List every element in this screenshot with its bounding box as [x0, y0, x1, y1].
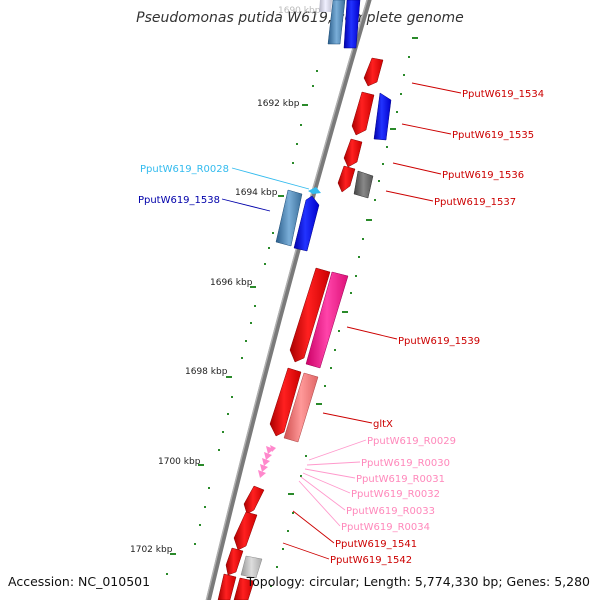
gene-arrow[interactable] [233, 577, 255, 600]
kbp-label: 1694 kbp [235, 188, 278, 198]
gene-arrow-PputW619_1537[interactable] [337, 165, 356, 193]
gene-arrow[interactable] [343, 0, 361, 49]
gene-arrow-PputW619_1542[interactable] [233, 511, 258, 551]
kbp-label: 1702 kbp [130, 545, 173, 555]
gene-arrow[interactable] [240, 555, 263, 579]
feature-label[interactable]: PputW619_R0030 [361, 458, 450, 469]
label-leaders [221, 82, 462, 560]
feature-label[interactable]: PputW619_R0028 [140, 164, 229, 175]
kbp-label: 1698 kbp [185, 367, 228, 377]
feature-label[interactable]: PputW619_R0029 [367, 436, 456, 447]
kbp-label: 1696 kbp [210, 278, 253, 288]
gene-arrow-PputW619_1534[interactable] [363, 57, 384, 87]
gene-arrow-PputW619_1538[interactable] [293, 195, 320, 252]
gene-arrow[interactable] [373, 92, 392, 141]
gene-arrow-gltX[interactable] [269, 367, 302, 437]
accession-text: Accession: NC_010501 [8, 574, 150, 589]
gene-arrow[interactable] [283, 372, 319, 443]
feature-label[interactable]: PputW619_1538 [138, 195, 220, 206]
feature-label[interactable]: gltX [373, 419, 393, 430]
feature-label[interactable]: PputW619_1536 [442, 170, 524, 181]
gene-arrow[interactable] [225, 547, 244, 576]
gene-arrow[interactable] [353, 170, 374, 199]
genome-backbone [205, 0, 372, 600]
trna-cluster[interactable] [258, 445, 276, 478]
gene-arrow-PputW619_1541[interactable] [243, 485, 265, 515]
feature-label[interactable]: PputW619_1542 [330, 555, 412, 566]
feature-labels: PputW619_1534 PputW619_1535 PputW619_153… [138, 89, 544, 566]
gene-arrow[interactable] [327, 0, 346, 45]
feature-label[interactable]: PputW619_1535 [452, 130, 534, 141]
kbp-label: 1692 kbp [257, 99, 300, 109]
inner-scale-ticks [166, 70, 318, 575]
feature-label[interactable]: PputW619_1539 [398, 336, 480, 347]
map-title: Pseudomonas putida W619, complete genome [136, 10, 464, 26]
feature-label[interactable]: PputW619_1541 [335, 539, 417, 550]
gene-arrow-PputW619_R0028[interactable] [308, 187, 321, 194]
gene-arrow-PputW619_1536[interactable] [343, 138, 363, 168]
feature-label[interactable]: PputW619_R0033 [346, 506, 435, 517]
gene-arrow[interactable] [217, 573, 237, 600]
gene-features [217, 0, 392, 600]
feature-label[interactable]: PputW619_R0032 [351, 489, 440, 500]
outer-scale-ticks [270, 37, 418, 587]
gene-arrow[interactable] [305, 271, 349, 369]
gene-arrow[interactable] [275, 189, 303, 247]
topology-text: Topology: circular; Length: 5,774,330 bp… [246, 574, 590, 589]
gene-arrow-PputW619_1539[interactable] [289, 267, 331, 363]
feature-label[interactable]: PputW619_1537 [434, 197, 516, 208]
feature-label[interactable]: PputW619_1534 [462, 89, 544, 100]
scale-labels: 1690 kbp 1692 kbp 1694 kbp 1696 kbp 1698… [130, 6, 321, 555]
feature-label[interactable]: PputW619_R0031 [356, 474, 445, 485]
kbp-label: 1690 kbp [278, 6, 321, 16]
gene-arrow-PputW619_1535[interactable] [351, 91, 375, 136]
kbp-label: 1700 kbp [158, 457, 201, 467]
feature-label[interactable]: PputW619_R0034 [341, 522, 430, 533]
